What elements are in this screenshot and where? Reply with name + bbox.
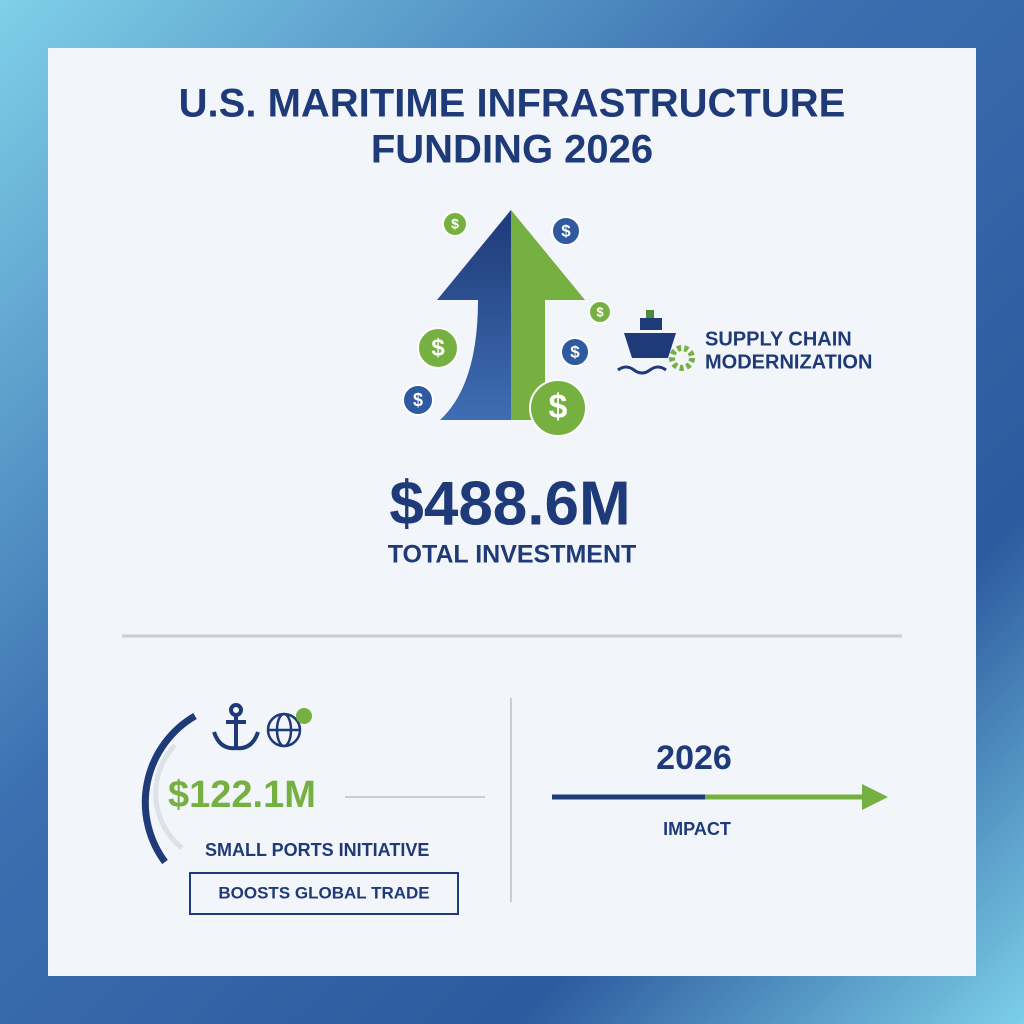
- coin-symbol: $: [570, 342, 580, 361]
- coin: [529, 379, 587, 437]
- arc-inner: [153, 743, 184, 850]
- coin-symbol: $: [549, 388, 568, 426]
- ports-amount: $122.1M: [168, 774, 316, 816]
- title: U.S. MARITIME INFRASTRUCTURE: [179, 82, 846, 126]
- arc: [141, 712, 197, 865]
- gear: [669, 345, 695, 371]
- coin-symbol: $: [561, 221, 571, 240]
- coin: [551, 216, 581, 246]
- coin-small: [296, 708, 312, 724]
- ship-hull: [624, 333, 676, 358]
- badge-text: BOOSTS GLOBAL TRADE: [218, 883, 429, 902]
- arrow-right: [511, 210, 585, 420]
- coins: $ $ $ $ $ $ $: [402, 211, 612, 437]
- coin: [417, 327, 459, 369]
- ports-label: SMALL PORTS INITIATIVE: [205, 840, 429, 860]
- side-label: MODERNIZATION: [705, 351, 872, 373]
- badge: [189, 872, 459, 915]
- globe-icon: [266, 712, 302, 748]
- year: 2026: [656, 739, 732, 777]
- coin: [560, 337, 590, 367]
- coin-symbol: $: [596, 304, 604, 319]
- coin-symbol: $: [431, 334, 445, 361]
- ship-cabin: [640, 318, 662, 330]
- coin-symbol: $: [413, 390, 423, 410]
- anchor-arms: [212, 731, 260, 751]
- timeline-arrowhead: [862, 784, 888, 810]
- ship-wave: [617, 365, 667, 375]
- coin: [442, 211, 468, 237]
- title: FUNDING 2026: [371, 128, 653, 172]
- total-label: TOTAL INVESTMENT: [388, 541, 637, 569]
- impact-label: IMPACT: [663, 819, 731, 839]
- ship-funnel: [646, 310, 654, 318]
- arrow-left: [437, 210, 511, 420]
- ship-icon: [617, 310, 695, 375]
- coin: [402, 384, 434, 416]
- coin: [588, 300, 612, 324]
- coin-symbol: $: [451, 216, 459, 232]
- anchor-icon: [212, 703, 260, 751]
- side-label: SUPPLY CHAIN: [705, 328, 852, 350]
- total-amount: $488.6M: [389, 469, 630, 538]
